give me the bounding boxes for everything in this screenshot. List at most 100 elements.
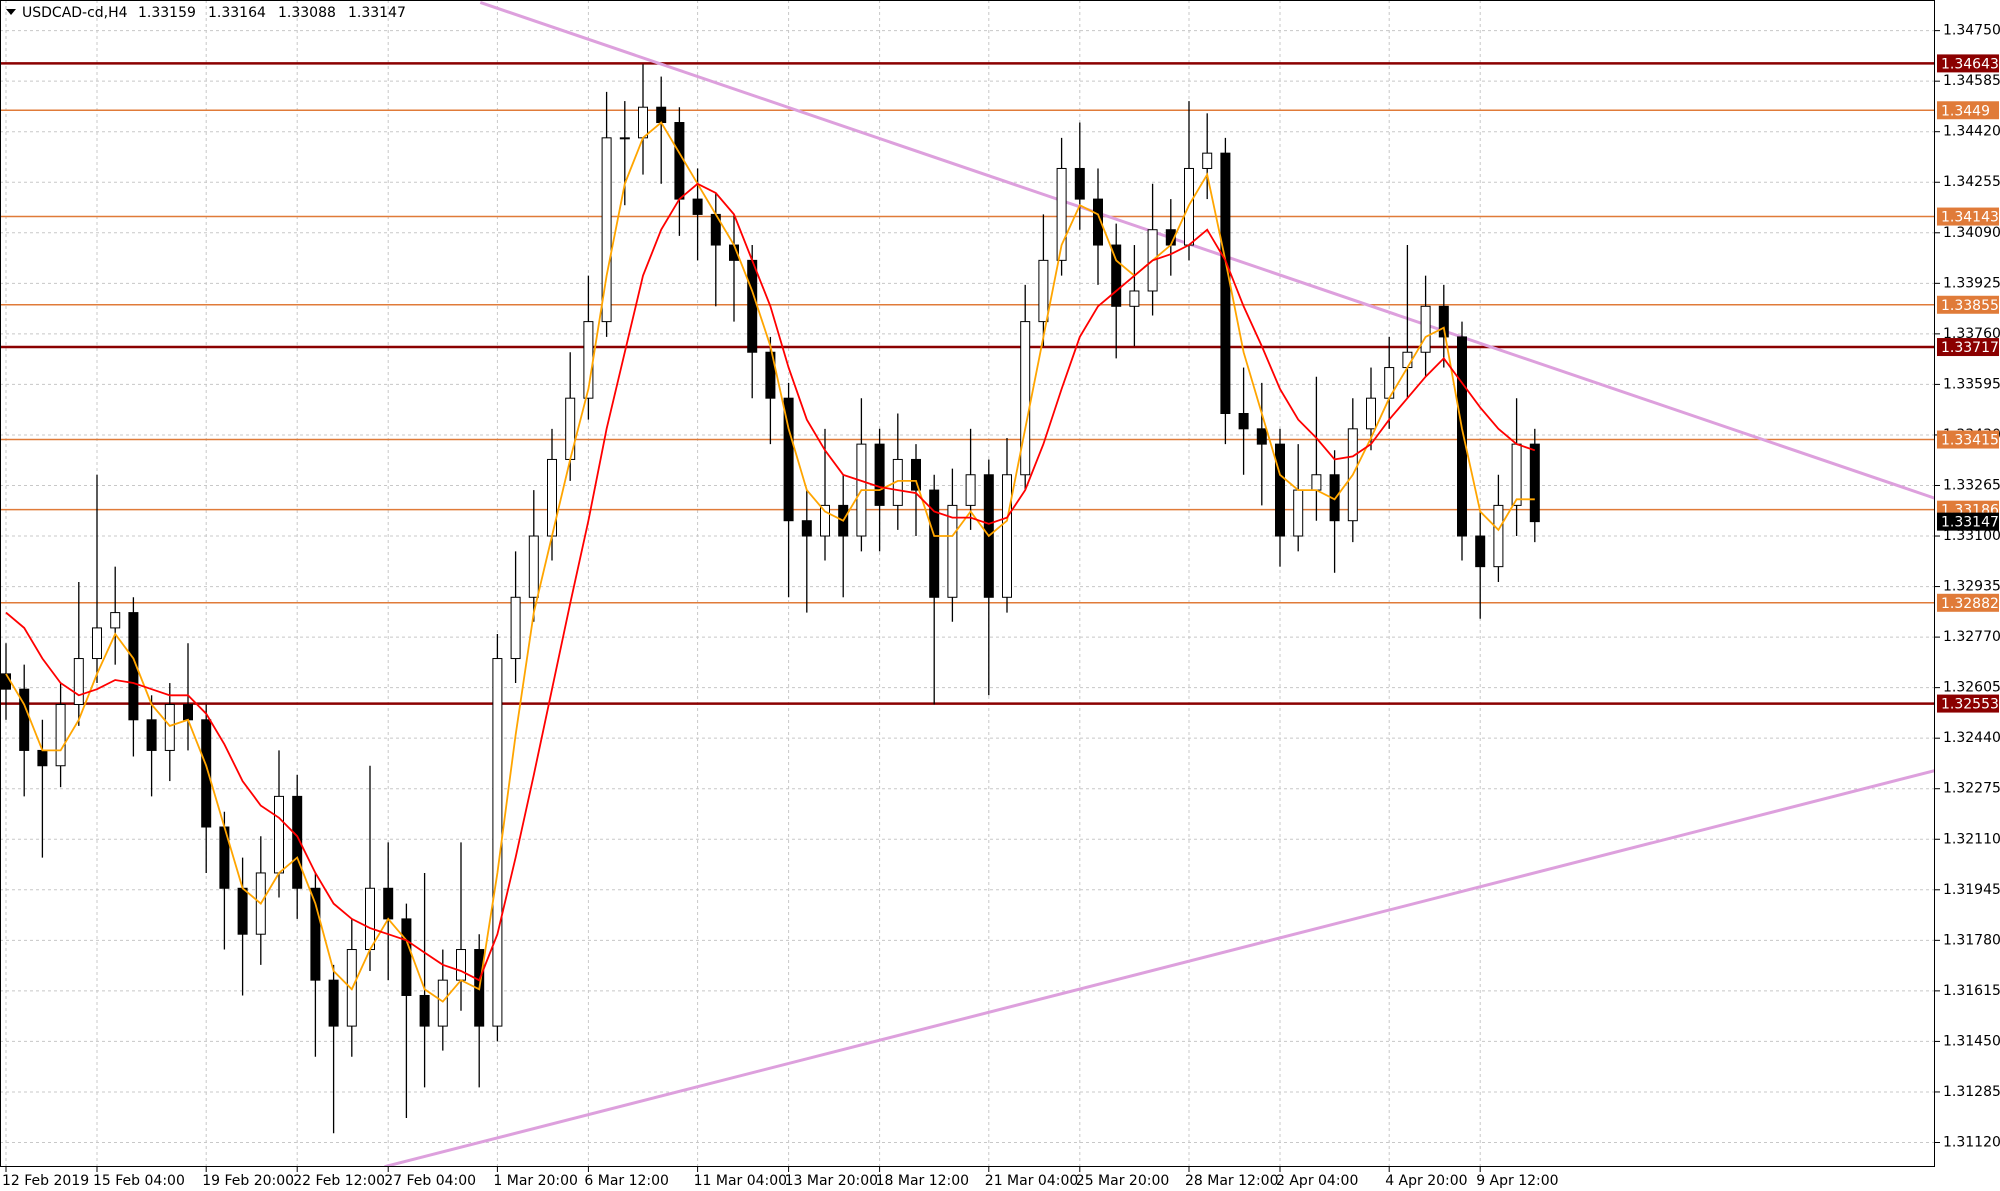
candle-body: [1475, 535, 1486, 568]
header-close: 1.33147: [348, 5, 406, 21]
level-box: [1937, 338, 1999, 357]
y-tick-label: 1.31615: [1943, 983, 2000, 999]
indicators: [5, 121, 1536, 1003]
level-box: [1937, 295, 1999, 314]
trendline: [479, 1, 1935, 500]
candle-body: [73, 658, 84, 705]
x-tick-label: 4 Apr 20:00: [1385, 1173, 1467, 1189]
candle-body: [1493, 504, 1504, 568]
axis: 1.34750 1.34585 1.34420 1.34255 1.34090 1.339…: [2, 23, 2000, 1189]
x-tick-label: 13 Mar 20:00: [785, 1173, 878, 1189]
y-tick-label: 1.32110: [1943, 831, 2000, 847]
candle-body: [19, 688, 30, 751]
y-tick-label: 1.34090: [1943, 225, 2000, 241]
candle-body: [37, 749, 48, 767]
trendline: [384, 769, 1935, 1167]
x-tick-label: 9 Apr 12:00: [1476, 1173, 1558, 1189]
level-label: 1.34143: [1941, 210, 1999, 226]
x-tick-label: 27 Feb 04:00: [384, 1173, 476, 1189]
candle-body: [801, 520, 812, 537]
candle-body: [1002, 474, 1012, 598]
y-tick-label: 1.31120: [1943, 1134, 2000, 1150]
x-tick-label: 19 Feb 20:00: [202, 1173, 294, 1189]
candle-body: [947, 504, 958, 598]
candle-body: [274, 795, 284, 874]
level-box: [1937, 694, 1999, 713]
level-label: 1.33415: [1941, 433, 1999, 449]
candle-body: [929, 489, 940, 598]
candle-body: [128, 612, 139, 721]
candle-body: [656, 106, 667, 124]
x-tick-label: 25 Mar 20:00: [1076, 1173, 1169, 1189]
candle-body: [692, 198, 703, 215]
levels: [0, 62, 1935, 705]
level-label: 1.3449: [1941, 103, 1990, 119]
x-tick-label: 18 Mar 12:00: [876, 1173, 969, 1189]
level-box: [1937, 430, 1999, 449]
grid: [0, 0, 1935, 1167]
candle-body: [619, 137, 630, 140]
price-box: [1937, 512, 1999, 531]
candle-body: [1202, 152, 1213, 169]
candle-body: [1402, 351, 1413, 369]
candle-body: [310, 887, 321, 981]
trendlines: [384, 1, 1935, 1167]
y-tick-label: 1.31945: [1943, 882, 2000, 898]
y-tick-label: 1.31450: [1943, 1033, 2000, 1049]
candle-body: [1, 673, 11, 690]
level-label: 1.32882: [1941, 596, 1999, 612]
candle-body: [1020, 321, 1031, 476]
x-tick-label: 12 Feb 2019: [2, 1173, 89, 1189]
y-tick-label: 1.34255: [1943, 174, 2000, 190]
candle-body: [1511, 443, 1522, 506]
candle-body: [164, 703, 175, 751]
x-tick-label: 15 Feb 04:00: [93, 1173, 185, 1189]
candle-body: [1129, 290, 1140, 307]
y-tick-label: 1.34750: [1943, 23, 2000, 39]
y-tick-label: 1.32605: [1943, 680, 2000, 696]
y-tick-label: 1.33760: [1943, 326, 2000, 342]
candle-body: [383, 887, 394, 920]
candle-body: [528, 535, 539, 598]
candle-body: [437, 979, 448, 1027]
candle-body: [1093, 198, 1103, 246]
candle-body: [1529, 443, 1540, 523]
header-low: 1.33088: [278, 5, 336, 21]
candle-body: [1457, 336, 1467, 537]
y-tick-label: 1.31780: [1943, 932, 2000, 948]
y-tick-label: 1.33595: [1943, 376, 2000, 392]
candle-body: [1420, 305, 1431, 353]
candle-body: [1438, 305, 1449, 338]
level-box: [1937, 207, 1999, 226]
level-label: 1.32553: [1941, 697, 1999, 713]
candle-body: [783, 397, 794, 522]
candle-body: [401, 918, 412, 996]
y-tick-label: 1.32275: [1943, 781, 2000, 797]
menu-arrow[interactable]: [6, 9, 16, 15]
y-tick-label: 1.32770: [1943, 629, 2000, 645]
candle-body: [419, 994, 430, 1027]
candle-body: [747, 259, 758, 353]
y-tick-label: 1.32440: [1943, 730, 2000, 746]
x-tick-label: 1 Mar 20:00: [493, 1173, 578, 1189]
candle-body: [201, 719, 212, 828]
y-tick-label: 1.32935: [1943, 579, 2000, 595]
level-box: [1937, 593, 1999, 612]
level-box: [1937, 54, 1999, 73]
level-label: 1.34643: [1941, 56, 1999, 72]
candle-body: [1293, 489, 1304, 537]
candles: [1, 64, 1540, 1134]
y-tick-label: 1.33925: [1943, 275, 2000, 291]
moving-average: [5, 121, 1535, 1003]
plot-frame: [0, 0, 1935, 1167]
x-tick-label: 11 Mar 04:00: [694, 1173, 787, 1189]
level-label: 1.33717: [1941, 340, 1999, 356]
candle-body: [1220, 152, 1231, 415]
candle-body: [328, 979, 339, 1027]
candle-body: [1256, 428, 1267, 445]
candle-body: [820, 504, 830, 537]
candle-body: [1366, 397, 1376, 430]
x-tick-label: 6 Mar 12:00: [584, 1173, 669, 1189]
